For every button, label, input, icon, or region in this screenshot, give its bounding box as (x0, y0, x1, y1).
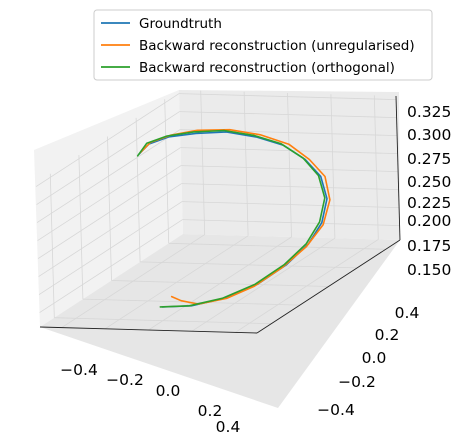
y-gridline-left (107, 136, 112, 281)
z-tick-label: 0.250 (407, 173, 451, 191)
z-gridline-left (37, 147, 181, 241)
z-gridline-back (182, 201, 400, 208)
pane-floor (40, 234, 400, 408)
z-gridline-back (181, 165, 399, 172)
y-gridline-left (164, 99, 170, 244)
series-line-2 (139, 128, 331, 305)
y-gridline-floor (111, 280, 329, 287)
legend: Groundtruth Backward reconstruction (unr… (93, 9, 433, 81)
z-tick-label: 0.225 (407, 194, 451, 212)
y-gridline-floor (168, 242, 386, 250)
x-tick-label: 0.0 (156, 382, 181, 400)
pane-left (34, 90, 183, 327)
y-tick-label: −0.2 (338, 373, 376, 391)
z-gridline-back (180, 147, 398, 154)
x-tick-label: 0.4 (216, 418, 241, 436)
x-tick-labels: −0.4 −0.2 0.0 0.2 0.4 (60, 361, 240, 436)
axis-lines (39, 95, 401, 334)
y-tick-label: 0.0 (362, 349, 387, 367)
z-gridline-back (179, 93, 397, 100)
y-tick-labels: −0.4 −0.2 0.0 0.2 0.4 (317, 304, 419, 419)
y-gridline-left (49, 173, 55, 318)
z-gridline-left (38, 201, 183, 295)
y-gridline-left (135, 117, 141, 262)
z-tick-label: 0.175 (407, 237, 451, 255)
legend-box (93, 9, 433, 81)
y-tick-label: 0.4 (395, 304, 420, 322)
y-tick-label: −0.4 (317, 401, 355, 419)
x-gridline-back (373, 95, 379, 240)
z-tick-label: 0.300 (407, 126, 451, 144)
series-line-3 (136, 129, 326, 308)
z-gridline-back (179, 111, 397, 118)
z-axis-line (395, 95, 401, 241)
z-gridline-back (182, 219, 400, 226)
z-tick-labels: 0.150 0.175 0.200 0.225 0.250 0.275 0.30… (407, 103, 451, 279)
y-axis-line (256, 239, 401, 334)
z-gridline-left (38, 183, 182, 277)
x-tick-label: −0.4 (60, 361, 98, 379)
z-tick-label: 0.150 (407, 261, 451, 279)
z-gridline-left (36, 111, 180, 205)
z-gridline-left (37, 165, 182, 259)
x-gridline-back (330, 94, 336, 239)
x-tick-label: 0.2 (198, 402, 223, 420)
x-axis-line (39, 326, 258, 334)
y-gridline-left (78, 155, 84, 300)
grid-lines (35, 90, 400, 333)
y-gridline-floor (54, 317, 272, 325)
x-gridline-back (287, 92, 292, 238)
z-gridline-back (181, 183, 399, 190)
z-tick-label: 0.275 (407, 150, 451, 168)
legend-label-groundtruth: Groundtruth (139, 16, 222, 32)
z-tick-label: 0.200 (407, 212, 451, 230)
legend-label-unregularised: Backward reconstruction (unregularised) (139, 38, 415, 54)
y-gridline-floor (140, 261, 358, 269)
z-tick-label: 0.325 (407, 103, 451, 121)
x-tick-label: −0.2 (106, 371, 144, 389)
y-tick-label: 0.2 (375, 326, 400, 344)
z-gridline-left (39, 219, 183, 313)
series-layer (136, 128, 331, 308)
z-gridline-left (35, 93, 180, 187)
x-gridline-back (200, 90, 206, 235)
legend-label-orthogonal: Backward reconstruction (orthogonal) (139, 60, 395, 76)
z-gridline-left (36, 129, 181, 223)
x-gridline-back (243, 91, 249, 236)
